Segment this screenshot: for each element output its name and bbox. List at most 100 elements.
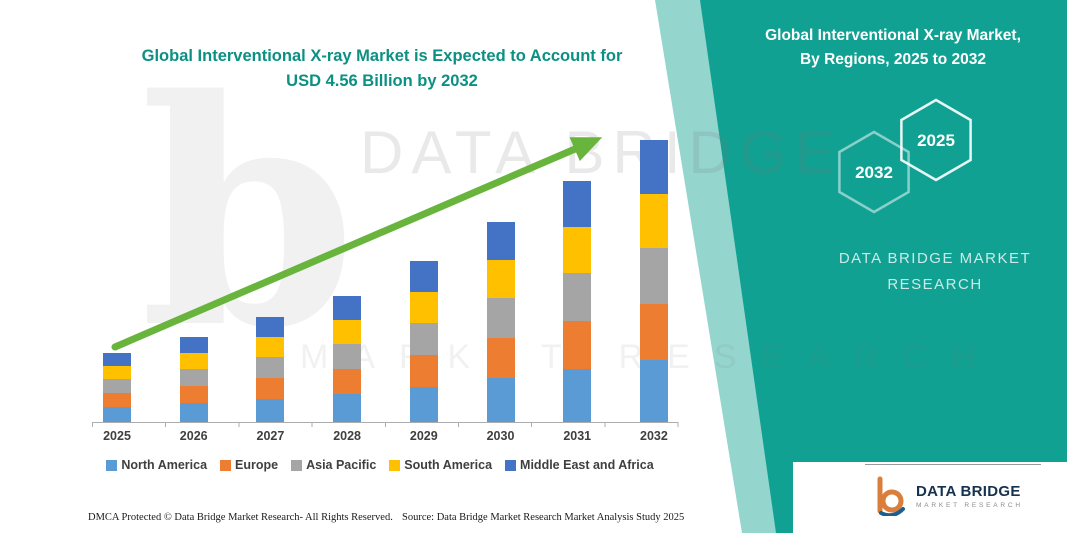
bar-segment — [409, 261, 438, 292]
bar-segment — [409, 292, 438, 323]
bar-2027 — [256, 317, 285, 422]
brand-logo-title: DATA BRIDGE — [916, 483, 1021, 500]
bar-2026 — [179, 337, 208, 422]
x-axis-label: 2029 — [409, 429, 438, 443]
hexagon-2025-label: 2025 — [917, 131, 955, 150]
bar-segment — [639, 140, 668, 194]
legend-item: North America — [106, 458, 207, 472]
x-axis-label: 2026 — [179, 429, 208, 443]
bar-segment — [409, 323, 438, 355]
bar-segment — [563, 181, 592, 227]
right-panel-brand: DATA BRIDGE MARKET RESEARCH — [790, 246, 1067, 297]
hexagon-2032-icon — [838, 130, 910, 214]
brand-logo-subtitle: MARKET RESEARCH — [916, 502, 1023, 509]
dmca-notice: DMCA Protected © Data Bridge Market Rese… — [88, 512, 393, 523]
legend-swatch-icon — [505, 459, 517, 471]
bar-segment — [639, 360, 668, 422]
bar-segment — [103, 407, 131, 422]
bar-2025 — [103, 353, 131, 422]
bar-segment — [333, 320, 362, 344]
legend-item: Europe — [220, 458, 278, 472]
source-note: Source: Data Bridge Market Research Mark… — [402, 512, 685, 523]
legend-swatch-icon — [220, 459, 232, 471]
bar-segment — [256, 317, 285, 337]
bar-2029 — [409, 261, 438, 422]
bar-segment — [563, 227, 592, 273]
logo-divider — [865, 464, 1041, 465]
right-panel-brand-line2: RESEARCH — [887, 275, 983, 293]
bar-segment — [639, 194, 668, 248]
bar-segment — [486, 338, 515, 378]
legend-item: South America — [389, 458, 492, 472]
hexagon-2032-label: 2032 — [855, 163, 893, 182]
chart-title: Global Interventional X-ray Market is Ex… — [112, 44, 652, 94]
chart-title-line2: USD 4.56 Billion by 2032 — [286, 71, 478, 90]
x-axis-label: 2030 — [486, 429, 515, 443]
bar-segment — [256, 337, 285, 357]
bar-2030 — [486, 222, 515, 422]
bar-segment — [179, 386, 208, 403]
data-bridge-b-icon — [877, 476, 905, 516]
bar-segment — [103, 379, 131, 393]
legend-swatch-icon — [389, 459, 401, 471]
bar-segment — [563, 369, 592, 422]
right-panel-brand-line1: DATA BRIDGE MARKET — [838, 250, 1032, 267]
bar-segment — [486, 298, 515, 338]
x-axis-label: 2032 — [640, 429, 668, 443]
bar-segment — [563, 273, 592, 321]
bar-segment — [103, 393, 131, 407]
bar-segment — [486, 260, 515, 298]
year-hexagons: 2032 2025 — [838, 98, 972, 214]
x-axis-labels: 2025 2026 2027 2028 2029 2030 2031 2032 — [95, 429, 676, 443]
x-axis-label: 2025 — [103, 429, 131, 443]
hexagon-2025-icon — [900, 98, 972, 182]
legend-swatch-icon — [291, 459, 303, 471]
bar-segment — [639, 248, 668, 304]
bar-segment — [256, 357, 285, 378]
legend-item: Asia Pacific — [291, 458, 376, 472]
x-axis-label: 2028 — [333, 429, 362, 443]
bar-segment — [333, 394, 362, 422]
legend-swatch-icon — [106, 459, 118, 471]
bar-segment — [563, 321, 592, 369]
bar-segment — [639, 304, 668, 360]
brand-logo-text: DATA BRIDGE MARKET RESEARCH — [916, 483, 1023, 509]
stacked-bar-chart — [103, 122, 668, 422]
x-axis-label: 2031 — [563, 429, 592, 443]
x-axis-label: 2027 — [256, 429, 285, 443]
bar-segment — [179, 369, 208, 386]
bar-segment — [486, 222, 515, 260]
bar-segment — [409, 355, 438, 387]
legend-label: Europe — [235, 458, 279, 472]
brand-logo-box: DATA BRIDGE MARKET RESEARCH — [793, 462, 1067, 533]
bar-2032 — [639, 140, 668, 422]
legend-label: South America — [404, 458, 493, 472]
bar-segment — [333, 296, 362, 320]
x-axis-ticks — [92, 422, 679, 427]
bar-segment — [179, 353, 208, 369]
bar-2031 — [563, 181, 592, 422]
legend-item: Middle East and Africa — [505, 458, 654, 472]
bar-segment — [333, 369, 362, 394]
brand-logo: DATA BRIDGE MARKET RESEARCH — [873, 476, 1023, 516]
legend-label: North America — [121, 458, 208, 472]
bar-segment — [409, 387, 438, 422]
bar-segment — [333, 344, 362, 369]
right-panel-heading: Global Interventional X-ray Market, By R… — [737, 24, 1049, 72]
chart-legend: North America Europe Asia Pacific South Ame… — [80, 458, 680, 472]
bar-segment — [103, 353, 131, 366]
legend-label: Middle East and Africa — [520, 458, 654, 472]
right-panel-heading-line2: By Regions, 2025 to 2032 — [799, 51, 987, 69]
bar-segment — [256, 378, 285, 399]
chart-title-line1: Global Interventional X-ray Market is Ex… — [141, 47, 623, 65]
bar-segment — [486, 378, 515, 422]
bar-segment — [179, 403, 208, 422]
right-panel-heading-line1: Global Interventional X-ray Market, — [765, 27, 1021, 44]
bar-segment — [256, 399, 285, 422]
legend-label: Asia Pacific — [306, 458, 377, 472]
bar-segment — [179, 337, 208, 353]
growth-trend-arrow-icon — [111, 137, 603, 351]
bar-segment — [103, 366, 131, 379]
bar-2028 — [333, 296, 362, 422]
